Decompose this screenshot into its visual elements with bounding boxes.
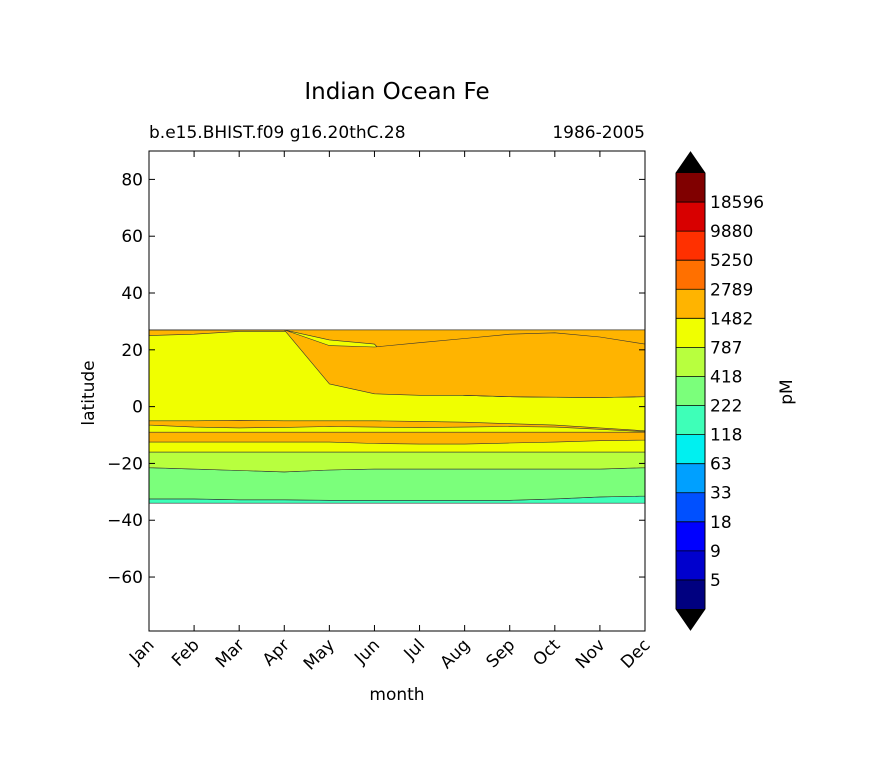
colorbar-tick-label: 418: [710, 367, 742, 387]
colorbar-outline: [675, 151, 706, 631]
colorbar-tick-label: 787: [710, 338, 742, 358]
contour-band: [148, 451, 646, 473]
colorbar-segment: [676, 376, 705, 406]
colorbar-tick-label: 18596: [710, 193, 764, 213]
colorbar-tick-label: 222: [710, 397, 742, 417]
colorbar-segment: [676, 173, 705, 203]
colorbar-tick-label: 5: [710, 571, 721, 591]
y-axis-label: latitude: [79, 360, 99, 425]
colorbar-tick-label: 63: [710, 455, 732, 475]
colorbar-segment: [676, 521, 705, 551]
colorbar-tick-label: 18: [710, 513, 732, 533]
y-axis: 80 60 40 20 0 −20 −40 −60: [107, 170, 645, 588]
colorbar-segment: [676, 463, 705, 493]
colorbar-segment: [676, 492, 705, 522]
y-tick-label: −60: [107, 568, 143, 588]
colorbar-segment: [676, 202, 705, 232]
colorbar-segment: [676, 318, 705, 348]
colorbar-extend-low: [676, 609, 705, 630]
colorbar-segment: [676, 260, 705, 290]
colorbar-segment: [676, 550, 705, 580]
y-tick-label: 20: [121, 341, 143, 361]
colorbar-tick-label: 5250: [710, 251, 753, 271]
y-tick-label: 0: [132, 398, 143, 418]
colorbar-segment: [676, 579, 705, 609]
colorbar-tick-label: 9880: [710, 222, 753, 242]
colorbar-tick-label: 118: [710, 426, 742, 446]
colorbar-tick-label: 9: [710, 542, 721, 562]
colorbar-segment: [676, 434, 705, 464]
colorbar-tick-label: 1482: [710, 309, 753, 329]
colorbar-segment: [676, 289, 705, 319]
y-tick-label: −40: [107, 511, 143, 531]
x-axis-label: month: [369, 685, 424, 705]
colorbar: 5 9 18 33 63 118 222 418 787 1482 2789 5250 9880 1859…: [675, 151, 764, 631]
contour-band: [148, 467, 646, 501]
y-tick-label: −20: [107, 454, 143, 474]
chart-title: Indian Ocean Fe: [304, 79, 489, 105]
y-tick-label: 80: [121, 170, 143, 190]
colorbar-extend-high: [676, 152, 705, 173]
colorbar-segment: [676, 347, 705, 377]
plot-frame: [148, 150, 646, 632]
colorbar-segment: [676, 231, 705, 261]
colorbar-label: pM: [777, 379, 797, 404]
plot-area: [148, 150, 646, 632]
colorbar-segment: [676, 405, 705, 435]
colorbar-tick-label: 2789: [710, 280, 753, 300]
chart-subtitle-left: b.e15.BHIST.f09 g16.20thC.28: [149, 123, 406, 143]
y-tick-label: 40: [121, 284, 143, 304]
colorbar-tick-label: 33: [710, 484, 732, 504]
chart-subtitle-right: 1986-2005: [552, 123, 645, 143]
y-tick-label: 60: [121, 227, 143, 247]
